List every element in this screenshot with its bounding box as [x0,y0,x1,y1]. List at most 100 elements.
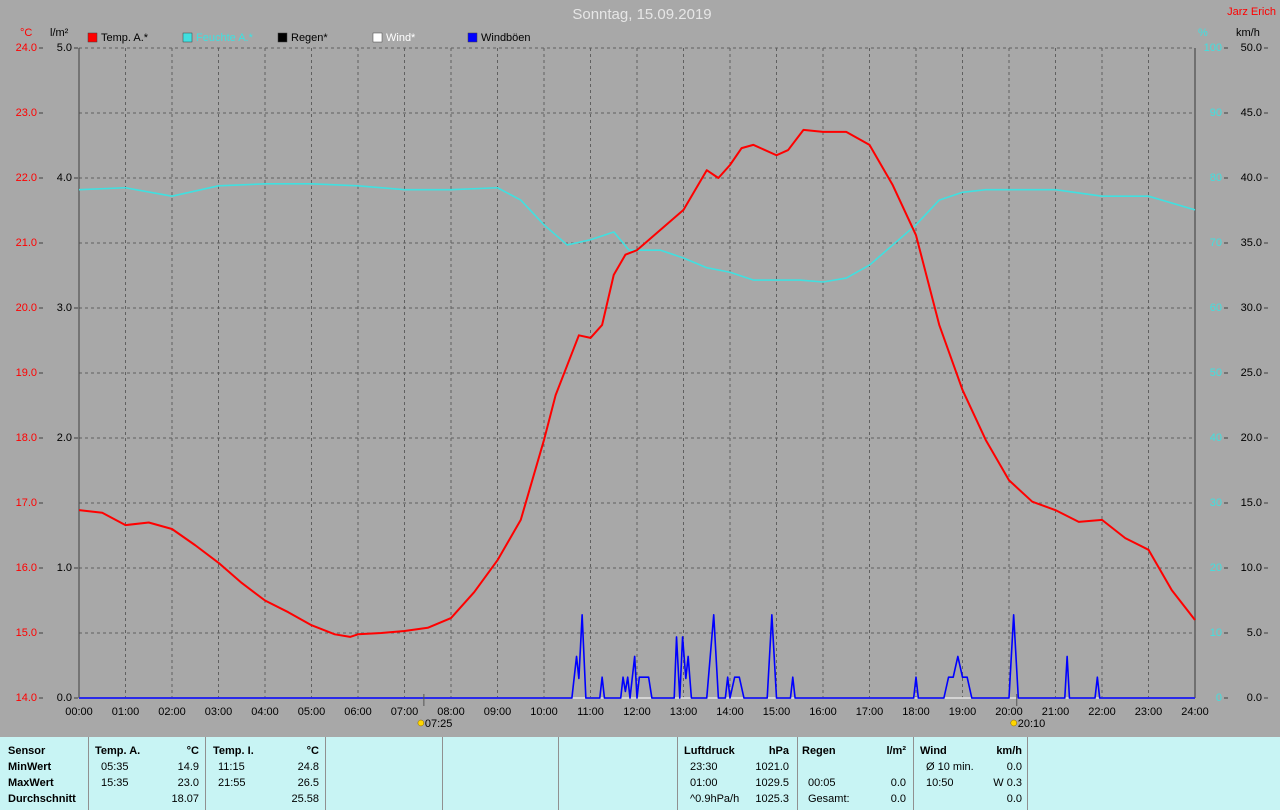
x-tick-label: 02:00 [158,706,186,718]
x-tick-label: 18:00 [902,706,930,718]
table-cell: Gesamt: [808,793,850,805]
chart-title: Sonntag, 15.09.2019 [572,6,711,23]
legend-swatch [467,32,478,43]
x-tick-label: 15:00 [763,706,791,718]
table-cell: 23:30 [690,761,718,773]
table-cell: 26.5 [297,777,319,789]
table-cell: ^0.9hPa/h [690,793,740,805]
y3-axis-unit: l/m² [50,27,69,39]
x-tick-label: 23:00 [1135,706,1163,718]
y-tick-label: 100 [1204,42,1222,54]
table-cell: 0.0 [890,793,906,805]
legend-label: Windböen [481,32,531,44]
sun-icon [417,719,425,727]
y-tick-label: 0.0 [57,692,72,704]
y-tick-label: 0.0 [1247,692,1262,704]
x-tick-label: 13:00 [670,706,698,718]
table-header: hPa [768,745,789,757]
y-tick-label: 15.0 [1241,497,1262,509]
divider [913,737,914,810]
table-cell: 23.0 [177,777,199,789]
y-tick-label: 4.0 [57,172,72,184]
table-cell: 14.9 [177,761,199,773]
y-tick-label: 60 [1210,302,1222,314]
table-cell: 01:00 [690,777,718,789]
x-tick-label: 19:00 [949,706,977,718]
y-tick-label: 23.0 [16,107,37,119]
table-cell: 00:05 [808,777,836,789]
y-tick-label: 10 [1210,627,1222,639]
table-cell: 1021.0 [755,761,789,773]
y-tick-label: 30.0 [1241,302,1262,314]
legend-swatch [372,32,383,43]
y-tick-label: 30 [1210,497,1222,509]
annotation: 20:10 [1018,718,1046,730]
y-tick-label: 15.0 [16,627,37,639]
table-header: km/h [996,745,1022,757]
y2-axis-unit: % [1198,27,1208,39]
x-tick-label: 17:00 [856,706,884,718]
y-tick-label: 19.0 [16,367,37,379]
table-cell: 05:35 [101,761,129,773]
x-tick-label: 21:00 [1042,706,1070,718]
y-tick-label: 25.0 [1241,367,1262,379]
y4-axis-unit: km/h [1236,27,1260,39]
x-tick-label: 09:00 [484,706,512,718]
y-tick-label: 18.0 [16,432,37,444]
table-cell: 15:35 [101,777,129,789]
y-tick-label: 20.0 [16,302,37,314]
chart: Sonntag, 15.09.2019 Jarz Erich °C l/m² %… [16,6,1276,730]
sun-icon [1010,719,1018,727]
y-tick-label: 50.0 [1241,42,1262,54]
table-header: Sensor [8,745,46,757]
x-tick-label: 10:00 [530,706,558,718]
x-tick-label: 00:00 [65,706,93,718]
table-cell: Durchschnitt [8,793,76,805]
y-tick-label: 16.0 [16,562,37,574]
table-cell: W 0.3 [993,777,1022,789]
table-cell: Ø 10 min. [926,761,974,773]
y-tick-label: 70 [1210,237,1222,249]
legend-swatch [182,32,193,43]
y-tick-label: 80 [1210,172,1222,184]
table-header: Luftdruck [684,745,735,757]
y-tick-label: 50 [1210,367,1222,379]
x-tick-label: 16:00 [809,706,837,718]
y-tick-label: 3.0 [57,302,72,314]
x-tick-label: 04:00 [251,706,279,718]
x-tick-label: 14:00 [716,706,744,718]
divider [325,737,326,810]
table-cell: MinWert [8,761,52,773]
x-tick-label: 03:00 [205,706,233,718]
x-tick-label: 01:00 [112,706,140,718]
x-tick-label: 05:00 [298,706,326,718]
y-tick-label: 45.0 [1241,107,1262,119]
table-header: Temp. I. [213,745,254,757]
y-tick-label: 0 [1216,692,1222,704]
table-cell: 10:50 [926,777,954,789]
x-tick-label: 11:00 [577,706,604,718]
author: Jarz Erich [1227,6,1276,18]
x-tick-label: 12:00 [623,706,651,718]
series-line [78,183,1196,283]
x-tick-label: 07:00 [391,706,419,718]
y-tick-label: 20.0 [1241,432,1262,444]
table-cell: 25.58 [291,793,319,805]
table-header: Wind [920,745,947,757]
y-tick-label: 24.0 [16,42,37,54]
divider [88,737,89,810]
table-header: l/m² [886,745,906,757]
table-cell: 21:55 [218,777,246,789]
divider [558,737,559,810]
y-tick-label: 2.0 [57,432,72,444]
divider [797,737,798,810]
annotation: 07:25 [425,718,453,730]
legend-swatch [87,32,98,43]
table-cell: MaxWert [8,777,54,789]
divider [205,737,206,810]
table-cell: 0.0 [890,777,906,789]
y-tick-label: 21.0 [16,237,37,249]
y-tick-label: 5.0 [1247,627,1262,639]
table-cell: 0.0 [1006,761,1022,773]
table-cell: 24.8 [297,761,319,773]
